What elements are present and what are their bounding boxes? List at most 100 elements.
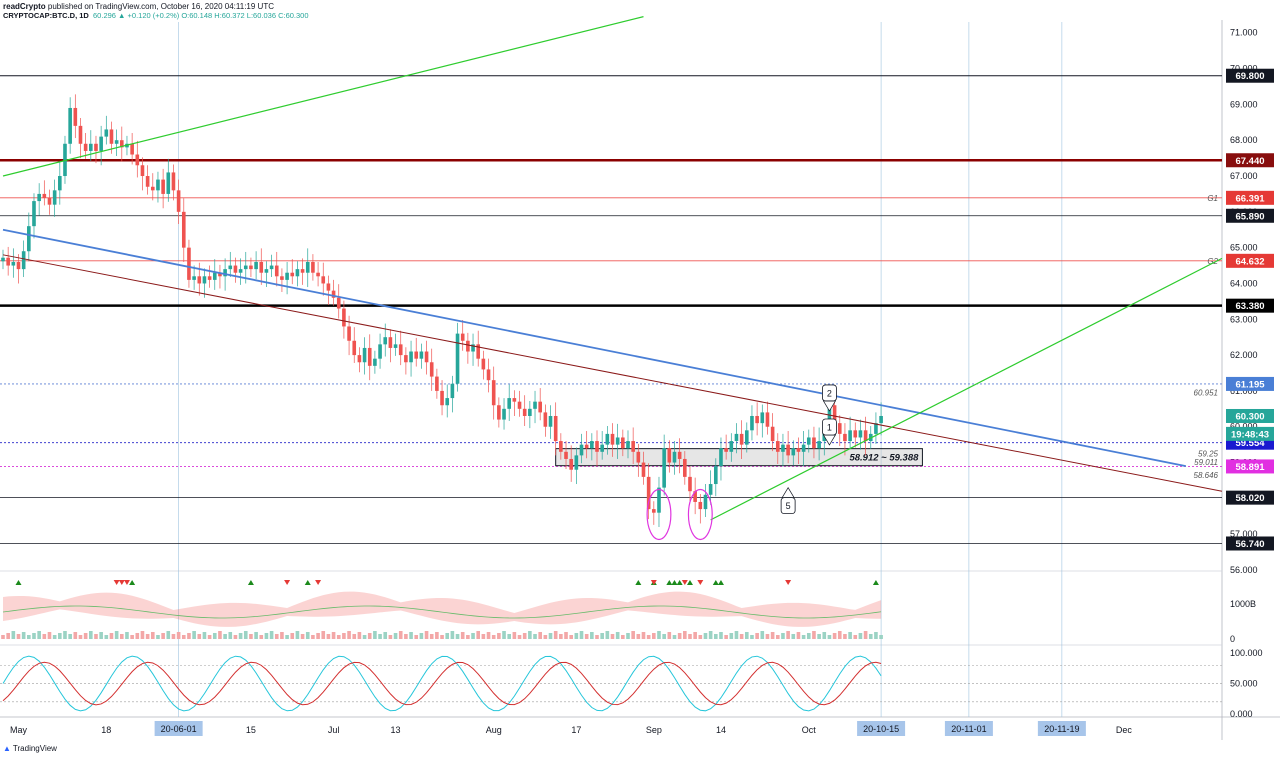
time-tick-label: 14 — [716, 725, 726, 735]
volume-bar — [553, 631, 558, 639]
price-level-badge — [1226, 208, 1274, 223]
volume-bar — [305, 632, 310, 639]
volume-bar — [724, 635, 728, 639]
buy-marker — [676, 580, 683, 585]
volume-bar — [600, 633, 604, 639]
candle-body — [404, 355, 408, 363]
volume-bar — [218, 631, 222, 639]
price-tick-label: 64.000 — [1230, 278, 1258, 288]
price-level-badge — [1226, 298, 1274, 313]
volume-bar — [94, 634, 98, 639]
volume-bar — [719, 632, 723, 639]
buy-marker — [717, 580, 724, 585]
candle-body — [233, 265, 238, 273]
candle-body — [63, 143, 67, 177]
volume-bar — [388, 635, 393, 639]
volume-bar — [398, 631, 403, 639]
volume-bar — [466, 635, 470, 639]
volume-bar — [662, 634, 666, 639]
volume-bar — [806, 633, 811, 639]
candle-body — [765, 412, 770, 427]
volume-bar — [497, 633, 501, 639]
callout-box — [822, 418, 837, 436]
date-badge — [944, 721, 993, 736]
time-axis: May 18 15 Jul 13 Aug 17 Sep 14 Oct Dec — [10, 725, 1132, 735]
candle-body — [719, 448, 723, 467]
volume-bar — [755, 633, 759, 639]
volume-bar — [11, 631, 16, 639]
volume-bar — [83, 633, 88, 639]
time-tick-label: 15 — [246, 725, 256, 735]
volume-bar — [827, 635, 832, 639]
volume-bar — [688, 634, 692, 639]
volume-bar — [522, 633, 527, 639]
candle-body — [300, 269, 305, 273]
volume-bar — [295, 631, 300, 639]
tradingview-branding: ▲ TradingView — [3, 744, 57, 753]
date-badge — [857, 721, 906, 736]
volume-bar — [207, 635, 212, 639]
candle-body — [16, 261, 21, 270]
callout-box — [822, 384, 837, 402]
volume-bar — [817, 634, 821, 639]
candle-body — [837, 423, 842, 434]
volume-bar — [610, 634, 615, 639]
candle-body — [316, 272, 320, 277]
time-tick-label: Jul — [328, 725, 340, 735]
volume-bar — [460, 632, 465, 639]
volume-bar — [450, 631, 455, 639]
volume-bar — [331, 632, 336, 639]
candle-body — [476, 344, 481, 359]
volume-bar — [579, 631, 584, 639]
candle-body — [450, 383, 455, 399]
candle-body — [698, 501, 703, 510]
volume-bar — [631, 631, 635, 639]
volume-bar — [786, 631, 790, 639]
volume-bar — [223, 634, 227, 639]
range-box — [555, 448, 923, 467]
candle-body — [119, 140, 124, 148]
volume-bar — [228, 632, 233, 639]
volume-bar — [414, 635, 419, 639]
date-badge-label: 20-06-01 — [161, 724, 197, 734]
candle-body — [569, 458, 573, 470]
price-tick-label: 70.000 — [1230, 64, 1258, 74]
time-tick-label: May — [10, 725, 28, 735]
level-tag: G1 — [1207, 194, 1218, 203]
volume-bar — [27, 635, 31, 639]
candle-body — [791, 448, 796, 456]
volume-bar — [486, 632, 491, 639]
time-tick-label: Dec — [1116, 725, 1133, 735]
volume-bar — [703, 633, 708, 639]
candle-body — [378, 344, 382, 359]
candle-body — [801, 444, 806, 452]
candle-body — [181, 211, 186, 248]
trendline — [710, 257, 1223, 521]
candle-body — [21, 251, 26, 270]
buy-marker — [872, 580, 879, 585]
volume-bar — [78, 635, 83, 639]
candle-body — [156, 179, 160, 191]
volume-bar — [316, 633, 320, 639]
sell-marker — [113, 580, 120, 585]
date-badge-label: 20-11-19 — [1044, 724, 1079, 734]
volume-bar — [326, 634, 331, 639]
volume-bar — [708, 631, 713, 639]
candle-body — [713, 466, 718, 485]
volume-bar — [729, 633, 734, 639]
candle-body — [238, 269, 243, 273]
price-level-label: 63.380 — [1235, 301, 1264, 312]
volume-bar — [879, 635, 883, 639]
candle-body — [584, 444, 589, 449]
candle-body — [564, 451, 568, 459]
candle-body — [259, 261, 264, 273]
sell-marker — [123, 580, 130, 585]
volume-bar — [440, 635, 444, 639]
candle-body — [667, 448, 672, 463]
volume-bar — [42, 634, 47, 639]
side-note-label: 59.011 — [1194, 458, 1218, 467]
volume-bar — [47, 632, 52, 639]
candle-body — [806, 437, 811, 445]
symbol-label: CRYPTOCAP:BTC.D, 1D — [3, 11, 89, 20]
